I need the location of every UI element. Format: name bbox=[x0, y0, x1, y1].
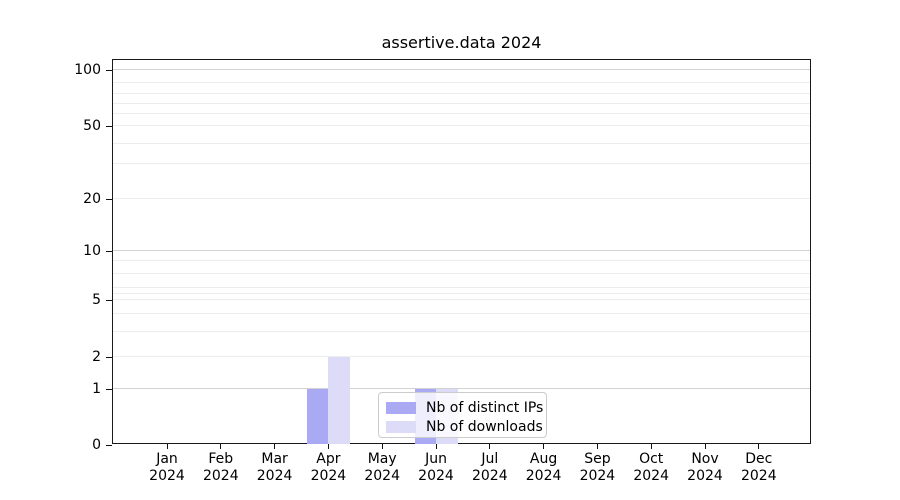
x-tick-label: Mar 2024 bbox=[256, 451, 293, 484]
gridline-minor bbox=[113, 356, 810, 357]
y-tick bbox=[106, 356, 112, 358]
y-tick bbox=[106, 198, 112, 200]
y-tick-label: 10 bbox=[83, 243, 101, 259]
x-tick-label: May 2024 bbox=[364, 451, 400, 484]
legend-label-downloads: Nb of downloads bbox=[426, 418, 543, 435]
x-tick bbox=[435, 444, 437, 449]
gridline-minor bbox=[113, 125, 810, 126]
gridline-minor bbox=[113, 260, 810, 261]
x-tick bbox=[543, 444, 545, 449]
gridline-minor bbox=[113, 163, 810, 164]
y-tick bbox=[106, 444, 112, 446]
x-tick-label: Feb 2024 bbox=[202, 451, 239, 484]
x-tick bbox=[274, 444, 276, 449]
y-tick-label: 50 bbox=[83, 118, 101, 134]
gridline-minor bbox=[113, 287, 810, 288]
gridline-minor bbox=[113, 198, 810, 199]
gridline-minor bbox=[113, 113, 810, 114]
gridline-minor bbox=[113, 93, 810, 94]
x-tick-label: Oct 2024 bbox=[633, 451, 669, 484]
x-tick bbox=[596, 444, 598, 449]
gridline-minor bbox=[113, 313, 810, 314]
y-tick-label: 100 bbox=[74, 62, 101, 78]
legend-item-downloads: Nb of downloads bbox=[379, 417, 546, 436]
x-tick-label: Dec 2024 bbox=[740, 451, 777, 484]
plot-area: Nb of distinct IPs Nb of downloads 100 50… bbox=[74, 59, 811, 484]
x-tick-label: Jul 2024 bbox=[471, 451, 508, 484]
gridline-minor bbox=[113, 143, 810, 144]
x-tick bbox=[381, 444, 383, 449]
x-tick-label: Apr 2024 bbox=[310, 451, 347, 484]
y-tick bbox=[106, 69, 112, 71]
gridline-major bbox=[113, 250, 810, 251]
x-tick-label: Jun 2024 bbox=[418, 451, 454, 484]
y-tick-label: 0 bbox=[92, 437, 101, 453]
x-tick-label: Sep 2024 bbox=[579, 451, 616, 484]
legend-swatch-distinct-ips bbox=[386, 401, 416, 414]
x-tick-label: Aug 2024 bbox=[525, 451, 562, 484]
bar-downloads-apr bbox=[328, 357, 350, 444]
gridline-major bbox=[113, 388, 810, 389]
x-tick bbox=[489, 444, 491, 449]
x-tick bbox=[704, 444, 706, 449]
legend: Nb of distinct IPs Nb of downloads bbox=[378, 392, 547, 438]
gridline-minor bbox=[113, 82, 810, 83]
gridline-minor bbox=[113, 299, 810, 300]
bar-distinct-ips-apr bbox=[306, 389, 329, 444]
gridline-minor bbox=[113, 103, 810, 104]
x-tick bbox=[327, 444, 329, 449]
legend-swatch-downloads bbox=[386, 420, 416, 433]
chart-title: assertive.data 2024 bbox=[381, 33, 542, 52]
legend-label-distinct-ips: Nb of distinct IPs bbox=[426, 399, 544, 416]
x-tick-label: Nov 2024 bbox=[687, 451, 723, 484]
x-tick bbox=[758, 444, 760, 449]
y-tick-label: 2 bbox=[92, 349, 101, 365]
x-tick bbox=[220, 444, 222, 449]
y-tick bbox=[106, 299, 112, 301]
gridline-minor bbox=[113, 293, 810, 294]
gridline-major bbox=[113, 69, 810, 70]
gridline-minor bbox=[113, 331, 810, 332]
y-tick-label: 1 bbox=[92, 381, 101, 397]
gridline-minor bbox=[113, 273, 810, 274]
x-tick-label: Jan 2024 bbox=[149, 451, 185, 484]
x-tick bbox=[650, 444, 652, 449]
y-tick bbox=[106, 125, 112, 127]
y-tick-label: 5 bbox=[92, 292, 101, 308]
y-tick bbox=[106, 250, 112, 252]
legend-item-distinct-ips: Nb of distinct IPs bbox=[379, 398, 546, 417]
x-tick bbox=[166, 444, 168, 449]
y-tick-label: 20 bbox=[83, 191, 101, 207]
y-tick bbox=[106, 388, 112, 390]
